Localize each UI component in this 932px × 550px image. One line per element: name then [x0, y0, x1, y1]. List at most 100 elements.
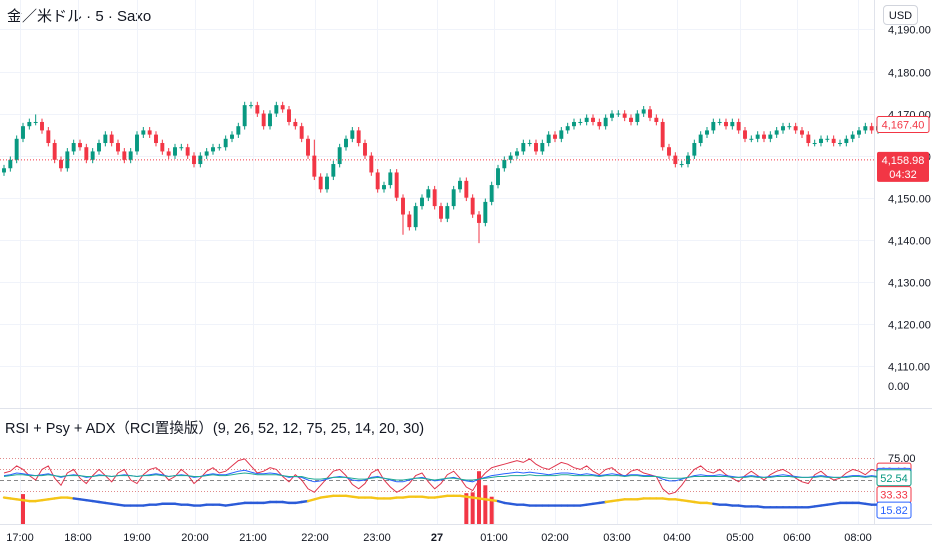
candle: [521, 139, 526, 155]
candle: [122, 148, 127, 164]
candle: [84, 143, 89, 164]
candle: [33, 114, 38, 126]
price-tick-label: 4,120.00: [888, 320, 931, 332]
candle: [78, 139, 82, 151]
candle: [635, 110, 640, 126]
grid-lines: [0, 0, 874, 524]
candle: [565, 122, 570, 134]
candle: [686, 152, 690, 168]
indicator-value-badge: 52.54: [876, 469, 912, 487]
candle: [660, 118, 665, 151]
candle: [318, 173, 323, 193]
candle: [401, 194, 405, 235]
time-tick-label: 20:00: [181, 532, 209, 544]
candle: [135, 131, 139, 155]
candle: [477, 211, 481, 244]
candle: [610, 110, 614, 122]
candle: [97, 139, 101, 155]
signal-bar: [470, 492, 475, 524]
candle: [382, 181, 386, 193]
candle: [160, 139, 165, 155]
candle: [464, 177, 469, 202]
candle: [337, 143, 342, 168]
time-tick-label: 04:00: [663, 532, 691, 544]
candle: [787, 122, 792, 130]
candle: [211, 143, 215, 155]
candle: [584, 114, 589, 126]
candle: [179, 143, 184, 151]
candle: [616, 110, 621, 117]
candle: [166, 148, 171, 159]
series-line-rci_fast: [3, 469, 879, 483]
candle: [762, 131, 766, 143]
time-tick-label: 27: [431, 532, 443, 544]
candle: [654, 114, 659, 126]
candle: [869, 122, 874, 134]
price-tick-label: 4,130.00: [888, 278, 931, 290]
candle: [274, 101, 279, 117]
time-tick-label: 02:00: [541, 532, 569, 544]
candle: [249, 101, 253, 109]
candle: [768, 131, 773, 143]
candle: [287, 105, 291, 126]
candle: [230, 131, 234, 143]
candle: [363, 139, 367, 159]
candle: [8, 156, 13, 172]
svg-text:4,167.40: 4,167.40: [882, 120, 925, 132]
candle: [597, 118, 602, 130]
candle: [458, 177, 462, 193]
candle: [591, 114, 595, 126]
price-tick-label: 4,190.00: [888, 25, 931, 37]
series-line-rci_mid: [3, 472, 879, 481]
candle: [46, 127, 51, 147]
candle: [280, 101, 285, 113]
candle: [629, 114, 633, 126]
candle: [109, 131, 114, 147]
last-price-badge: 4,158.98 04:32: [877, 151, 929, 182]
candle: [407, 211, 412, 231]
candle: [90, 148, 95, 164]
candle: [527, 139, 532, 147]
last-price-label: 4,158.98: [882, 155, 925, 167]
indicator-title[interactable]: RSI + Psy + ADX（RCI置換版）(9, 26, 52, 12, 7…: [5, 421, 425, 437]
candle: [14, 135, 19, 164]
candle: [451, 185, 456, 210]
candle: [344, 135, 348, 151]
candle: [236, 122, 241, 138]
candle: [40, 118, 44, 134]
candle: [793, 122, 798, 134]
candle: [724, 118, 728, 130]
candle: [743, 127, 747, 143]
candle: [553, 131, 557, 143]
time-tick-label: 03:00: [603, 532, 631, 544]
candle: [65, 148, 70, 172]
candle: [648, 105, 652, 122]
candle: [705, 127, 709, 138]
candle: [534, 139, 538, 155]
time-tick-label: 06:00: [783, 532, 811, 544]
price-axis[interactable]: 4,190.004,180.004,170.004,160.004,150.00…: [888, 25, 931, 466]
candle: [198, 152, 203, 168]
chart-title: 金／米ドル · 5 · Saxo: [7, 8, 152, 25]
candle: [819, 135, 823, 147]
candle: [21, 122, 25, 143]
countdown-label: 04:32: [889, 169, 917, 181]
candle: [679, 160, 684, 168]
candle: [470, 194, 475, 218]
candle: [59, 156, 63, 172]
candle: [749, 135, 754, 143]
candle: [812, 139, 817, 147]
candle: [698, 131, 703, 147]
time-tick-label: 19:00: [123, 532, 151, 544]
candle: [268, 110, 272, 130]
time-axis[interactable]: 17:00 18:00 19:00 20:00 21:00 22:00 23:00 27 01:…: [6, 532, 872, 544]
time-tick-label: 21:00: [239, 532, 267, 544]
currency-button[interactable]: USD: [883, 5, 918, 25]
candle: [242, 101, 247, 130]
time-tick-label: 01:00: [480, 532, 508, 544]
candle: [641, 105, 646, 117]
candle: [489, 181, 494, 206]
signal-bar: [489, 496, 494, 524]
candle: [800, 127, 804, 138]
